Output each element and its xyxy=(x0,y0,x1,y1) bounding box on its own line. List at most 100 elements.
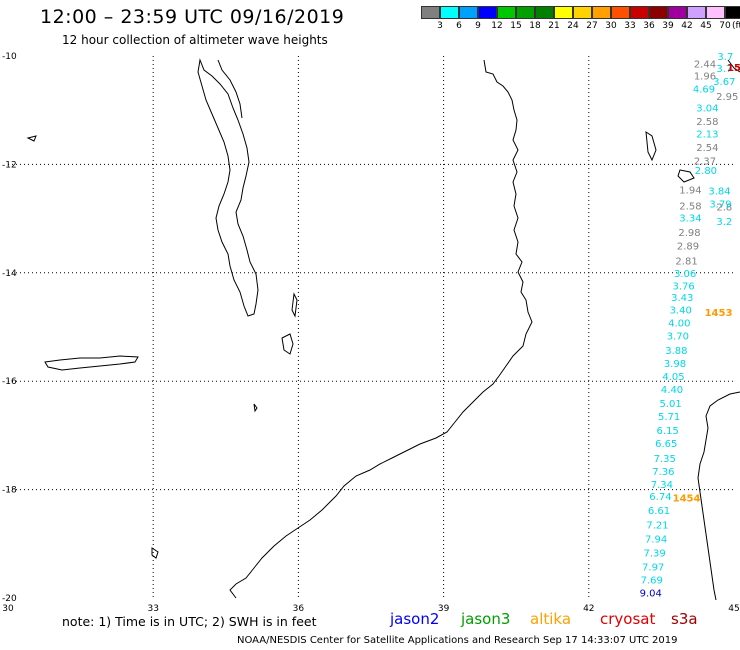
wave-height-value: 3.70 xyxy=(667,332,689,343)
map-gridlines xyxy=(8,56,734,598)
color-scale-label: 3 xyxy=(437,21,443,31)
color-scale-cell xyxy=(592,6,611,19)
color-scale-label: 30 xyxy=(605,21,617,31)
wave-height-value-edge: 3.79 xyxy=(709,199,731,210)
color-scale-label: 15 xyxy=(510,21,522,31)
wave-height-value: 4.69 xyxy=(693,85,715,96)
color-scale-label: 21 xyxy=(548,21,560,31)
wave-height-value: 4.00 xyxy=(668,319,690,330)
wave-height-value: 3.98 xyxy=(664,359,686,370)
satellite-name-s3a: s3a xyxy=(671,610,698,628)
wave-height-value-edge: 3.7 xyxy=(717,52,733,63)
wave-height-value: 2.80 xyxy=(695,166,717,177)
latitude-label: -18 xyxy=(2,486,17,496)
longitude-label: 42 xyxy=(583,604,594,614)
wave-height-value: 2.81 xyxy=(675,256,697,267)
wave-height-value: 3.34 xyxy=(679,214,701,225)
latitude-label: -10 xyxy=(2,52,17,62)
longitude-label: 36 xyxy=(293,604,305,614)
lake-cahora-bassa xyxy=(44,355,139,371)
madagascar-coastline xyxy=(697,391,740,601)
color-scale-cell xyxy=(421,6,440,19)
wave-height-value: 9.04 xyxy=(640,589,662,600)
color-scale-label: 27 xyxy=(586,21,598,31)
longitude-label: 33 xyxy=(147,604,158,614)
wave-height-value: 2.89 xyxy=(677,242,699,253)
satellite-name-cryosat: cryosat xyxy=(600,610,656,628)
pass-time-label: 15 xyxy=(727,63,740,74)
color-scale-cell xyxy=(725,6,740,19)
wave-height-value: 3.76 xyxy=(673,281,695,292)
wave-height-value: 2.58 xyxy=(679,202,701,213)
color-scale-bar xyxy=(421,6,740,19)
wave-height-value: 2.58 xyxy=(696,117,718,128)
wave-height-value: 6.65 xyxy=(655,439,677,450)
credit-line: NOAA/NESDIS Center for Satellite Applica… xyxy=(237,635,678,646)
lake-west-shore xyxy=(217,59,243,119)
color-scale-label: 24 xyxy=(567,21,579,31)
wave-height-value-edge: 3.67 xyxy=(713,77,735,88)
longitude-label: 45 xyxy=(728,604,739,614)
wave-height-value: 3.43 xyxy=(671,293,693,304)
color-scale-label: 70 xyxy=(719,21,731,31)
wave-height-value: 2.13 xyxy=(696,130,718,141)
madagascar-north-shore xyxy=(727,59,740,73)
wave-height-value-edge: 2.95 xyxy=(716,92,738,103)
small-lake-3 xyxy=(151,547,159,559)
color-scale-cell xyxy=(516,6,535,19)
satellite-name-jason3: jason3 xyxy=(461,610,511,628)
wave-height-value: 7.36 xyxy=(652,467,674,478)
satellite-name-altika: altika xyxy=(530,610,572,628)
wave-height-value: 6.61 xyxy=(648,506,670,517)
color-scale-cell xyxy=(687,6,706,19)
wave-height-labels: 2.441.96 4.69 3.04 2.58 2.13 2.54 2.372.80 1.94… xyxy=(640,52,740,600)
longitude-label: 39 xyxy=(438,604,450,614)
wave-height-value: 7.94 xyxy=(645,534,667,545)
wave-height-value-edge: 3.7 xyxy=(716,64,732,75)
wave-height-value: 7.97 xyxy=(642,563,664,574)
color-scale-label: 9 xyxy=(475,21,481,31)
lake-chilwa xyxy=(281,333,294,355)
color-scale-label: 6 xyxy=(456,21,462,31)
color-scale-cell xyxy=(668,6,687,19)
color-scale-label: 39 xyxy=(662,21,674,31)
chart-subtitle: 12 hour collection of altimeter wave hei… xyxy=(62,33,328,47)
color-scale-unit: (ft) xyxy=(732,21,740,31)
color-scale-label: 12 xyxy=(491,21,503,31)
mohéli-island xyxy=(677,169,695,183)
color-scale-cell xyxy=(440,6,459,19)
small-lake xyxy=(291,292,298,318)
wave-height-value-edge: 3.84 xyxy=(708,186,730,197)
wave-height-value: 7.35 xyxy=(654,454,676,465)
color-scale-cell xyxy=(497,6,516,19)
wave-height-value: 1.94 xyxy=(679,185,701,196)
wave-height-value: 5.71 xyxy=(658,412,680,423)
wave-height-value: 4.40 xyxy=(661,385,683,396)
color-scale-label: 18 xyxy=(529,21,541,31)
color-scale-cell xyxy=(459,6,478,19)
pass-time-label: 1453 xyxy=(705,308,733,319)
color-scale-label: 45 xyxy=(700,21,712,31)
mainland-coastline xyxy=(229,59,533,599)
color-scale-cell xyxy=(630,6,649,19)
wave-height-value: 7.69 xyxy=(641,576,663,587)
color-scale-labels: 3 6 9 12 15 18 21 24 27 30 33 36 39 42 45 70 xyxy=(421,21,740,35)
wave-height-value: 4.05 xyxy=(662,372,684,383)
color-scale-cell xyxy=(706,6,725,19)
wave-height-value: 1.96 xyxy=(694,72,716,83)
color-scale-cell xyxy=(478,6,497,19)
satellite-name-jason2: jason2 xyxy=(390,610,440,628)
wave-height-value: 3.04 xyxy=(696,103,718,114)
latitude-label: -12 xyxy=(2,160,17,170)
wave-height-value: 5.01 xyxy=(659,399,681,410)
wave-height-value: 7.21 xyxy=(646,520,668,531)
pass-time-label: 1454 xyxy=(673,494,701,505)
lake-malawi-outline xyxy=(197,58,259,317)
wave-height-value-edge: 2.8 xyxy=(716,203,732,214)
wave-height-value: 2.98 xyxy=(678,228,700,239)
latitude-label: -20 xyxy=(2,594,17,604)
wave-height-value: 2.37 xyxy=(694,157,716,168)
color-scale-cell xyxy=(554,6,573,19)
